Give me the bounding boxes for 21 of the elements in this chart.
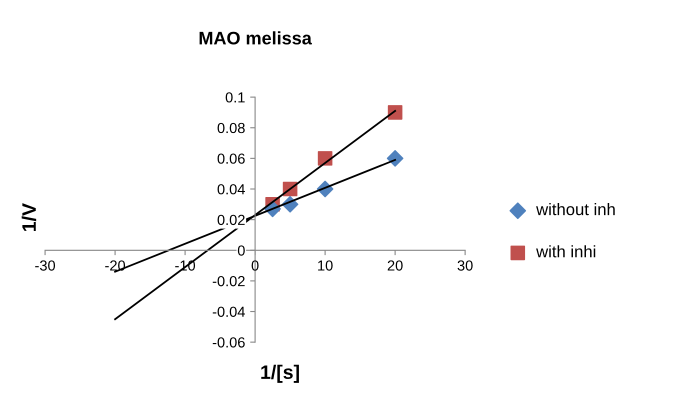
x-tick-label: -30 (35, 260, 56, 271)
legend-label: without inh (536, 203, 615, 216)
x-axis-title: 1/[s] (261, 364, 299, 383)
y-axis-title: 1/V (22, 203, 36, 231)
x-tick-label: 10 (318, 260, 333, 271)
y-tick-label: 0.1 (226, 92, 245, 103)
x-tick-label: 0 (252, 260, 259, 271)
y-tick-label: 0.02 (218, 214, 245, 226)
y-tick-label: 0.06 (218, 153, 245, 164)
x-tick-label: 30 (458, 260, 473, 271)
y-tick-label: -0.02 (212, 276, 245, 286)
chart-title: MAO melissa (200, 31, 312, 45)
y-tick-label: 0.08 (218, 122, 245, 134)
y-tick-label: -0.06 (212, 337, 245, 348)
y-tick-label: 0 (238, 245, 245, 256)
x-tick-label: 20 (388, 260, 403, 271)
legend-label: with inhi (536, 245, 596, 258)
y-tick-label: 0.04 (218, 184, 245, 194)
point (386, 150, 404, 167)
point (388, 105, 402, 120)
y-tick-label: -0.04 (212, 306, 245, 317)
